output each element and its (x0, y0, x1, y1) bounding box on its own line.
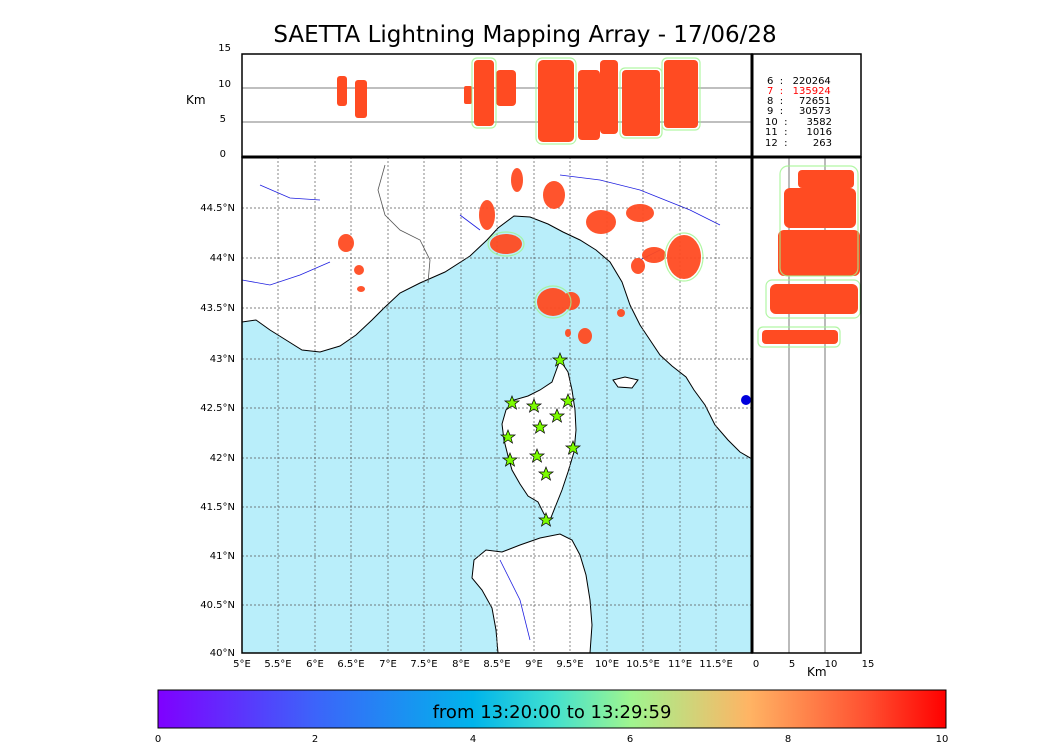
lon-tick: 10.5°E (626, 659, 660, 670)
lon-tick: 9°E (525, 659, 543, 670)
side-axis-label: Km (807, 665, 827, 679)
colorbar-tick: 0 (155, 734, 161, 745)
mainland-land (242, 157, 752, 460)
altitude-axis-label: Km (186, 93, 206, 107)
lat-tick: 44°N (210, 253, 235, 264)
lon-tick: 9.5°E (556, 659, 583, 670)
lat-tick: 43.5°N (200, 303, 235, 314)
colorbar-tick: 10 (936, 734, 949, 745)
map-panel (241, 156, 753, 654)
count-row: 8 : 72651 (767, 96, 831, 107)
lon-tick: 5°E (233, 659, 251, 670)
counts-panel: 6 : 220264 7 : 135924 8 : 72651 9 : 3057… (751, 53, 862, 158)
lightning-halo-side (757, 165, 861, 348)
longitude-ticks: 5°E 5.5°E 6°E 6.5°E 7°E 7.5°E 8°E 8.5°E … (233, 659, 733, 670)
altitude-longitude-panel: 15 10 5 0 Km (186, 43, 753, 160)
latitude-ticks: 44.5°N 44°N 43.5°N 43°N 42.5°N 42°N 41.5… (200, 203, 235, 659)
map-marker (741, 395, 751, 405)
lat-tick: 41.5°N (200, 502, 235, 513)
lat-tick: 44.5°N (200, 203, 235, 214)
colorbar-time-range: from 13:20:00 to 13:29:59 (432, 702, 672, 723)
colorbar-tick: 2 (312, 734, 318, 745)
lon-tick: 7.5°E (410, 659, 437, 670)
lon-tick: 11°E (668, 659, 692, 670)
station-markers (499, 352, 582, 527)
lat-tick: 40°N (210, 648, 235, 659)
lightning-sources-altitude (337, 60, 698, 142)
lon-tick: 8.5°E (483, 659, 510, 670)
side-km-tick: 15 (862, 659, 875, 670)
colorbar-tick: 8 (785, 734, 791, 745)
altitude-tick: 15 (218, 43, 231, 54)
corsica-land (501, 358, 577, 521)
side-km-tick: 10 (825, 659, 838, 670)
count-row: 6 : 220264 (767, 76, 831, 87)
page-title: SAETTA Lightning Mapping Array - 17/06/2… (273, 22, 777, 48)
colorbar-gradient (157, 689, 947, 729)
lon-tick: 5.5°E (264, 659, 291, 670)
lon-tick: 11.5°E (699, 659, 733, 670)
lon-tick: 10°E (595, 659, 619, 670)
side-km-tick: 5 (789, 659, 795, 670)
lon-tick: 6°E (306, 659, 324, 670)
lat-tick: 41°N (210, 551, 235, 562)
country-border (377, 164, 431, 284)
lat-tick: 43°N (210, 354, 235, 365)
lightning-halo-map (487, 231, 704, 319)
altitude-tick: 10 (218, 79, 231, 90)
lon-tick: 8°E (452, 659, 470, 670)
count-row: 12 : 263 (765, 138, 832, 149)
count-row: 9 : 30573 (767, 106, 831, 117)
count-row-highlight: 7 : 135924 (767, 86, 831, 97)
colorbar-tick: 6 (627, 734, 633, 745)
colorbar-tick: 4 (470, 734, 476, 745)
lon-tick: 6.5°E (337, 659, 364, 670)
altitude-tick: 0 (220, 149, 226, 160)
lon-tick: 7°E (379, 659, 397, 670)
lat-tick: 42°N (210, 453, 235, 464)
side-km-tick: 0 (753, 659, 759, 670)
lat-tick: 42.5°N (200, 403, 235, 414)
altitude-latitude-panel: 0 5 10 15 Km (751, 156, 875, 679)
lightning-sources-side (762, 170, 860, 344)
lat-tick: 40.5°N (200, 600, 235, 611)
count-row: 10 : 3582 (765, 117, 832, 128)
elba-island (612, 376, 639, 389)
count-row: 11 : 1016 (765, 127, 832, 138)
lightning-sources-map (338, 168, 701, 344)
lightning-halo-altitude (471, 57, 701, 145)
altitude-tick: 5 (220, 114, 226, 125)
colorbar: 0 2 4 6 8 10 (155, 689, 949, 745)
